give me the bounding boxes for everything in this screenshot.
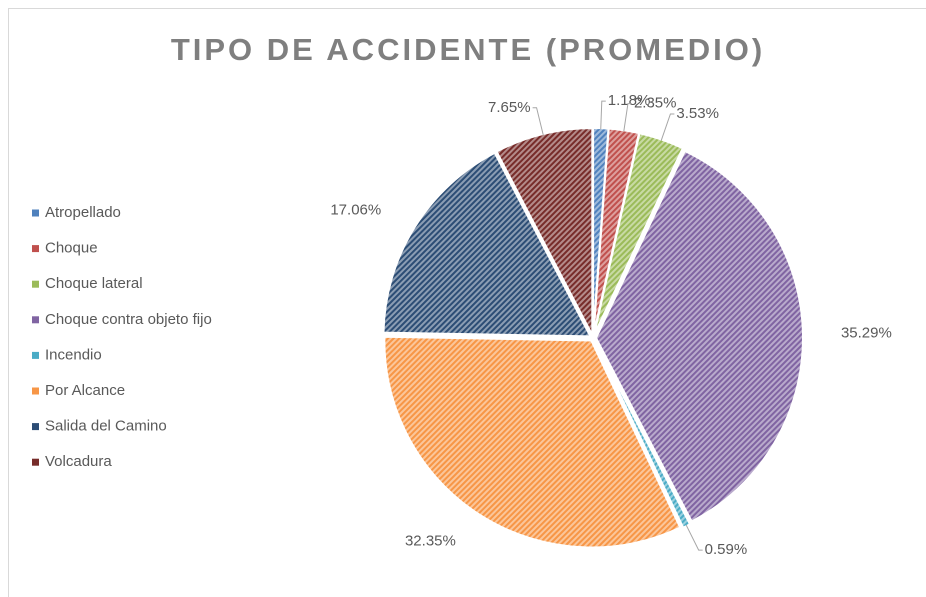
legend-swatch [32,316,39,324]
legend-swatch [32,280,39,288]
legend-label: Choque lateral [45,275,143,292]
data-label: 7.65% [488,99,531,116]
data-label: 3.53% [676,105,719,122]
legend-swatch [32,245,39,253]
leader-line [685,524,703,551]
leader-line [660,113,675,141]
pie-slice [594,149,804,523]
legend-label: Choque contra objeto fijo [45,311,212,328]
chart-title: TIPO DE ACCIDENTE (PROMEDIO) [171,32,765,67]
data-label: 2.35% [634,95,677,112]
legend-label: Incendio [45,346,102,363]
legend-label: Atropellado [45,204,121,221]
data-label: 0.59% [705,541,748,558]
leader-line [532,107,544,136]
leader-line [623,103,632,132]
legend-label: Choque [45,240,98,257]
legend-swatch [32,387,39,395]
leader-line [600,100,606,130]
data-label: 32.35% [405,532,456,549]
legend-label: Salida del Camino [45,418,167,435]
legend-label: Por Alcance [45,382,125,399]
legend-swatch [32,209,39,217]
legend-swatch [32,423,39,431]
data-label: 1.18% [608,92,651,109]
pie-slice [383,335,682,549]
legend-label: Volcadura [45,453,112,470]
legend-swatch [32,458,39,466]
pie-slice [382,151,593,338]
data-label: 35.29% [841,324,892,341]
data-label: 17.06% [330,202,381,219]
legend-swatch [32,351,39,359]
